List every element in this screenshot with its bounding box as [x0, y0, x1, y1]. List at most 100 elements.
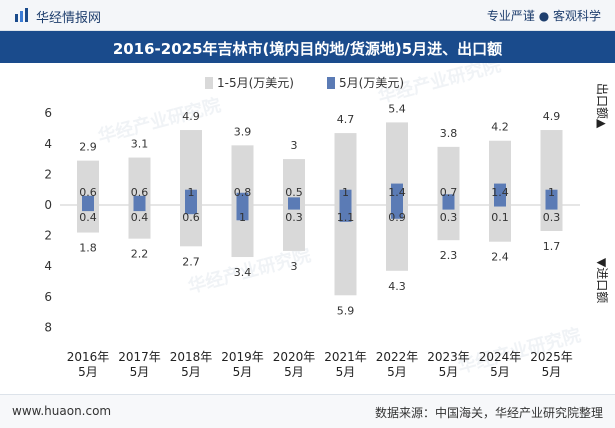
export-monthly-bar — [236, 192, 249, 205]
export-cumulative-bar — [128, 157, 151, 205]
x-tick-label: 2016年 5月 — [67, 350, 110, 379]
data-source: 数据来源：中国海关，华经产业研究院整理 — [374, 406, 603, 420]
import-cumulative-bar — [437, 205, 460, 241]
y-tick-label: 0 — [44, 198, 52, 212]
export-cumulative-label: 3 — [291, 139, 298, 152]
export-cumulative-bar — [283, 159, 305, 205]
export-monthly-bar — [133, 195, 146, 205]
y-tick-label: 6 — [44, 106, 52, 120]
import-cumulative-label: 4.3 — [388, 280, 406, 293]
chart-title: 2016-2025年吉林市(境内目的地/货源地)5月进、出口额 — [112, 40, 503, 58]
y-tick-label: 2 — [44, 167, 52, 181]
right-axis-import-label: ▼进口额 — [595, 258, 609, 303]
x-tick-label: 2023年 5月 — [427, 350, 470, 379]
import-cumulative-label: 2.2 — [131, 248, 149, 261]
import-monthly-label: 0.9 — [388, 211, 406, 224]
tagline: 专业严谨 ● 客观科学 — [486, 9, 601, 23]
import-cumulative-bar — [540, 205, 563, 232]
import-monthly-bar — [288, 205, 300, 210]
export-monthly-label: 1 — [188, 186, 195, 199]
brand-name: 华经情报网 — [36, 11, 102, 26]
export-cumulative-label: 5.4 — [388, 102, 406, 115]
export-cumulative-bar — [180, 130, 202, 205]
website-url: www.huaon.com — [12, 404, 112, 418]
import-monthly-bar — [82, 205, 94, 212]
export-monthly-bar — [82, 195, 94, 205]
import-cumulative-bar — [180, 205, 202, 247]
x-tick-label: 2022年 5月 — [376, 350, 419, 379]
import-cumulative-bar — [77, 205, 99, 233]
export-monthly-label: 0.6 — [131, 186, 149, 199]
import-monthly-bar — [133, 205, 146, 212]
x-tick-label: 2024年 5月 — [479, 350, 522, 379]
import-cumulative-label: 3.4 — [234, 266, 252, 279]
import-cumulative-bar — [334, 205, 357, 296]
y-tick-label: 2 — [44, 229, 52, 243]
export-monthly-label: 0.8 — [234, 186, 252, 199]
export-monthly-bar — [545, 189, 558, 205]
title-bar: 2016-2025年吉林市(境内目的地/货源地)5月进、出口额 — [0, 31, 615, 63]
import-monthly-bar — [545, 205, 558, 210]
export-monthly-label: 1 — [342, 186, 349, 199]
watermark: 华经产业研究院 — [96, 94, 223, 148]
export-cumulative-label: 3.9 — [234, 125, 252, 138]
import-monthly-bar — [494, 205, 506, 207]
cumulative-bars — [77, 122, 563, 296]
export-cumulative-label: 4.9 — [182, 110, 200, 123]
export-cumulative-bar — [334, 133, 357, 205]
y-tick-label: 4 — [44, 259, 52, 273]
export-monthly-label: 0.7 — [440, 186, 458, 199]
import-cumulative-label: 2.7 — [182, 255, 200, 268]
x-axis-ticks: 2016年 5月 2017年 5月 2018年 5月 2019年 5月 2020年 5月 2021年… — [67, 350, 573, 379]
export-monthly-bar — [391, 183, 403, 205]
import-monthly-label: 1.1 — [337, 211, 355, 224]
import-monthly-label: 0.1 — [491, 211, 509, 224]
import-monthly-label: 0.3 — [543, 211, 561, 224]
export-monthly-label: 1.4 — [388, 186, 406, 199]
export-monthly-bar — [339, 189, 352, 205]
chart: 华经产业研究院 华经产业研究院 华经产业研究院 华经产业研究院 1-5月(万美元… — [44, 63, 609, 379]
export-cumulative-bar — [540, 130, 563, 205]
import-cumulative-bar — [489, 205, 511, 242]
export-cumulative-bar — [231, 145, 254, 205]
export-monthly-label: 0.6 — [79, 186, 97, 199]
y-tick-label: 4 — [44, 137, 52, 151]
x-tick-label: 2021年 5月 — [324, 350, 367, 379]
import-monthly-bar — [185, 205, 197, 215]
x-tick-label: 2017年 5月 — [118, 350, 161, 379]
legend: 1-5月(万美元) 5月(万美元) — [205, 76, 404, 90]
import-cumulative-label: 2.4 — [491, 251, 509, 264]
export-monthly-label: 1 — [548, 186, 555, 199]
import-monthly-label: 0.4 — [79, 211, 97, 224]
import-monthly-bar — [442, 205, 455, 210]
export-monthly-bar — [185, 189, 197, 205]
import-monthly-label: 1 — [239, 211, 246, 224]
import-cumulative-label: 5.9 — [337, 304, 355, 317]
header-bar: 华经情报网 专业严谨 ● 客观科学 — [0, 0, 615, 31]
import-monthly-bar — [339, 205, 352, 222]
import-monthly-label: 0.3 — [440, 211, 458, 224]
export-cumulative-label: 2.9 — [79, 141, 97, 154]
export-monthly-label: 1.4 — [491, 186, 509, 199]
import-monthly-label: 0.4 — [131, 211, 149, 224]
right-axis-export-label: 出口额▲ — [595, 83, 609, 129]
export-cumulative-label: 4.2 — [491, 121, 509, 134]
export-cumulative-label: 4.9 — [543, 110, 561, 123]
legend-label-cumulative: 1-5月(万美元) — [217, 76, 294, 90]
export-monthly-bar — [442, 194, 455, 205]
export-cumulative-label: 3.1 — [131, 138, 149, 151]
export-cumulative-bar — [77, 160, 99, 205]
import-cumulative-label: 1.7 — [543, 240, 561, 253]
import-cumulative-bar — [283, 205, 305, 251]
x-tick-label: 2019年 5月 — [221, 350, 264, 379]
import-cumulative-label: 2.3 — [440, 249, 458, 262]
import-cumulative-bar — [128, 205, 151, 239]
x-tick-label: 2018年 5月 — [170, 350, 213, 379]
export-monthly-bar — [494, 183, 506, 205]
x-tick-label: 2025年 5月 — [530, 350, 573, 379]
data-labels: 2.9 1.8 0.6 0.4 3.1 2.2 0.6 0.4 4.9 2.7 1 0.6 3.9 3.4… — [79, 102, 560, 317]
y-axis-ticks: 6 4 2 0 2 4 6 8 — [44, 106, 52, 334]
export-monthly-bar — [288, 197, 300, 205]
import-cumulative-bar — [386, 205, 408, 271]
monthly-bars — [82, 183, 558, 222]
